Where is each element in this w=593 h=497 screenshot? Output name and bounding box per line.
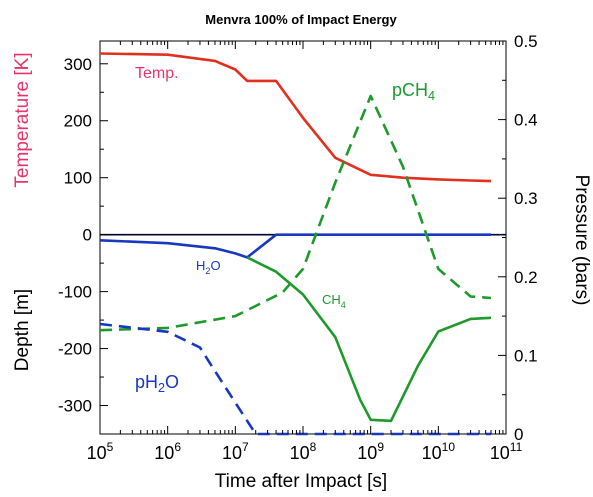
series-line-ch4 (246, 256, 492, 423)
left-tick-label: 100 (64, 169, 92, 188)
left-axis-label-temperature: Temperature [K] (12, 52, 33, 187)
right-y-axis: 0 0.1 0.2 0.3 0.4 0.5 (498, 32, 538, 444)
series-line-ph2o (99, 322, 491, 436)
left-tick-label: 0 (83, 226, 92, 245)
series-line-pch4 (99, 94, 492, 332)
left-tick-label: -300 (58, 397, 92, 416)
x-tick-label: 107 (222, 440, 249, 463)
right-tick-label: 0 (514, 425, 523, 444)
series-label-temp-: Temp. (135, 65, 179, 82)
left-tick-label: -200 (58, 340, 92, 359)
series-layer (99, 52, 492, 436)
left-y-axis: 300 200 100 0 -100 -200 -300 (58, 55, 108, 435)
x-tick-label: 1010 (422, 440, 456, 463)
series-label-ch4: CH4 (322, 292, 346, 310)
x-tick-label: 108 (290, 440, 317, 463)
x-tick-label: 105 (87, 440, 114, 463)
series-label-pch4: pCH4 (392, 80, 435, 103)
chart-title: Menvra 100% of Impact Energy (205, 12, 397, 27)
right-tick-label: 0.1 (514, 346, 538, 365)
plot-frame (99, 40, 507, 435)
right-tick-label: 0.3 (514, 189, 538, 208)
right-tick-label: 0.2 (514, 268, 538, 287)
series-label-h2o: H2O (196, 258, 221, 276)
series-line-h2o (99, 233, 491, 259)
right-axis-label: Pressure (bars) (571, 175, 592, 306)
right-tick-label: 0.5 (514, 32, 538, 51)
left-tick-label: 200 (64, 112, 92, 131)
left-tick-label: 300 (64, 55, 92, 74)
x-tick-label: 1011 (490, 440, 523, 463)
series-label-ph2o: pH2O (135, 372, 179, 395)
x-axis-label: Time after Impact [s] (215, 471, 387, 492)
right-tick-label: 0.4 (514, 111, 538, 130)
left-axis-label-depth: Depth [m] (12, 289, 33, 371)
x-tick-label: 109 (357, 440, 384, 463)
x-tick-label: 106 (154, 440, 181, 463)
left-tick-label: -100 (58, 283, 92, 302)
series-labels: Temp. H2O CH4 pCH4 pH2O (135, 65, 435, 395)
series-line-temp- (99, 52, 492, 183)
x-axis: 105 106 107 108 109 1010 1011 (87, 41, 523, 463)
